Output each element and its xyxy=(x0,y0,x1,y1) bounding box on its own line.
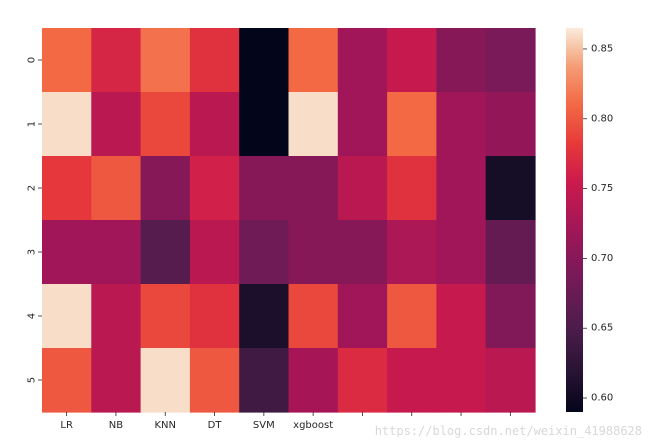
heatmap-cell-r4-c0 xyxy=(42,284,92,349)
colorbar-tick-label-3: 0.75 xyxy=(591,183,613,194)
heatmap-cell-r1-c5 xyxy=(288,92,339,157)
heatmap-cell-r3-c2 xyxy=(140,220,191,285)
heatmap-cell-r3-c3 xyxy=(189,220,240,285)
heatmap-cell-r5-c0 xyxy=(42,348,92,413)
heatmap-cell-r3-c1 xyxy=(91,220,142,285)
heatmap-cell-r5-c7 xyxy=(387,348,437,413)
heatmap-cell-r4-c8 xyxy=(436,284,487,349)
heatmap-cell-r2-c2 xyxy=(140,156,191,221)
y-tick-label-2: 2 xyxy=(27,185,38,191)
heatmap-cell-r2-c7 xyxy=(387,156,437,221)
heatmap-cell-r3-c7 xyxy=(387,220,437,285)
heatmap-cell-r5-c2 xyxy=(140,348,191,413)
x-tick-label-5: xgboost xyxy=(293,420,333,431)
heatmap-cell-r1-c6 xyxy=(337,92,388,157)
heatmap-cell-r1-c4 xyxy=(239,92,290,157)
heatmap-cell-r1-c2 xyxy=(140,92,191,157)
heatmap-cell-r4-c7 xyxy=(387,284,437,349)
y-tick-label-3: 3 xyxy=(27,249,38,255)
heatmap-cell-r5-c9 xyxy=(485,348,536,413)
heatmap-cell-r4-c5 xyxy=(288,284,339,349)
heatmap-cell-r5-c5 xyxy=(288,348,339,413)
x-tick-label-1: NB xyxy=(109,420,123,431)
colorbar-tick-label-0: 0.60 xyxy=(591,393,613,404)
colorbar-tick-label-5: 0.85 xyxy=(591,43,613,54)
heatmap-cell-r0-c9 xyxy=(485,28,536,93)
heatmap-cell-r0-c0 xyxy=(42,28,92,93)
x-axis-ticks: LR NB KNN DT SVM xgboost xyxy=(60,412,511,431)
heatmap-cell-r2-c8 xyxy=(436,156,487,221)
heatmap-cell-r1-c8 xyxy=(436,92,487,157)
heatmap-cell-r4-c1 xyxy=(91,284,142,349)
heatmap-cell-r0-c1 xyxy=(91,28,142,93)
heatmap-cell-r0-c3 xyxy=(189,28,240,93)
heatmap-cell-r3-c5 xyxy=(288,220,339,285)
colorbar-tick-label-4: 0.80 xyxy=(591,113,613,124)
heatmap-cell-r4-c6 xyxy=(337,284,388,349)
x-tick-label-3: DT xyxy=(208,420,223,431)
heatmap-cell-r4-c9 xyxy=(485,284,536,349)
heatmap-cell-r2-c3 xyxy=(189,156,240,221)
heatmap-cell-r4-c4 xyxy=(239,284,290,349)
heatmap-cell-r0-c4 xyxy=(239,28,290,93)
heatmap-cell-r2-c4 xyxy=(239,156,290,221)
colorbar-tick-label-2: 0.70 xyxy=(591,253,613,264)
colorbar-tick-label-1: 0.65 xyxy=(591,323,613,334)
heatmap-cell-r3-c8 xyxy=(436,220,487,285)
colorbar: 0.60 0.65 0.70 0.75 0.80 0.85 xyxy=(566,28,613,412)
heatmap-cell-r5-c1 xyxy=(91,348,142,413)
heatmap-cell-r5-c3 xyxy=(189,348,240,413)
heatmap-cell-r1-c3 xyxy=(189,92,240,157)
heatmap-cell-r3-c4 xyxy=(239,220,290,285)
heatmap-cell-r4-c2 xyxy=(140,284,191,349)
heatmap-cell-r2-c0 xyxy=(42,156,92,221)
heatmap-cell-r3-c0 xyxy=(42,220,92,285)
heatmap-cell-r5-c4 xyxy=(239,348,290,413)
heatmap-cell-r4-c3 xyxy=(189,284,240,349)
heatmap-cell-r1-c9 xyxy=(485,92,536,157)
watermark: https://blog.csdn.net/weixin_41988628 xyxy=(374,424,642,438)
colorbar-bar xyxy=(566,28,583,412)
heatmap-cell-r5-c6 xyxy=(337,348,388,413)
heatmap-cell-r1-c0 xyxy=(42,92,92,157)
heatmap-cell-r2-c5 xyxy=(288,156,339,221)
heatmap-cell-r1-c7 xyxy=(387,92,437,157)
y-tick-label-4: 4 xyxy=(27,313,38,319)
heatmap-cell-r1-c1 xyxy=(91,92,142,157)
y-tick-label-0: 0 xyxy=(27,57,38,63)
heatmap-cell-r0-c2 xyxy=(140,28,191,93)
x-tick-label-0: LR xyxy=(60,420,73,431)
heatmap-cell-r0-c5 xyxy=(288,28,339,93)
heatmap-cell-r2-c6 xyxy=(337,156,388,221)
heatmap-cell-r2-c1 xyxy=(91,156,142,221)
x-tick-label-2: KNN xyxy=(154,420,176,431)
y-axis-ticks: 0 1 2 3 4 5 xyxy=(27,57,42,383)
y-tick-label-5: 5 xyxy=(27,377,38,383)
heatmap-cell-r0-c8 xyxy=(436,28,487,93)
y-tick-label-1: 1 xyxy=(27,121,38,127)
heatmap-cell-r3-c9 xyxy=(485,220,536,285)
heatmap-cell-r0-c6 xyxy=(337,28,388,93)
heatmap-cell-r0-c7 xyxy=(387,28,437,93)
heatmap-cell-r5-c8 xyxy=(436,348,487,413)
heatmap-cell-r2-c9 xyxy=(485,156,536,221)
heatmap-cells xyxy=(42,28,536,413)
x-tick-label-4: SVM xyxy=(253,420,275,431)
heatmap-cell-r3-c6 xyxy=(337,220,388,285)
